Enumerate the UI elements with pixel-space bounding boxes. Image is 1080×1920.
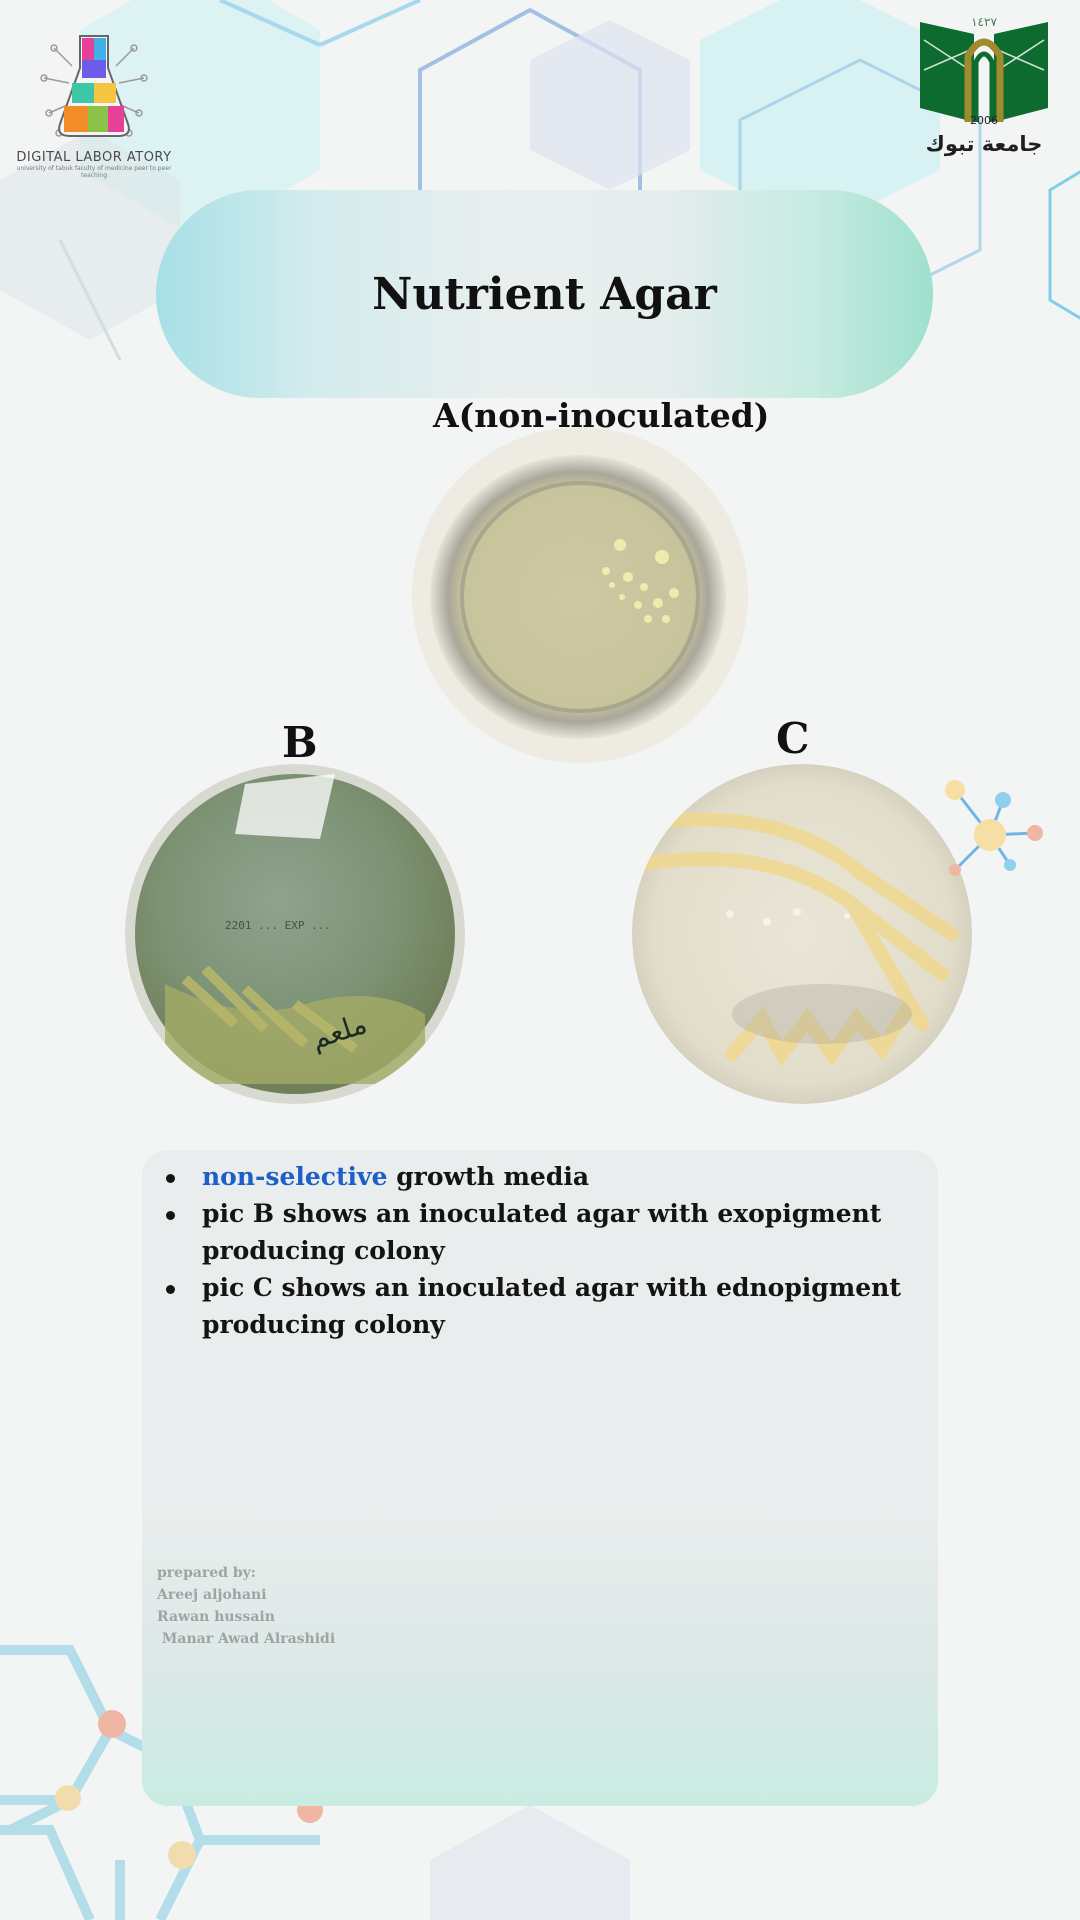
- info-card: non-selective growth media pic B shows a…: [142, 1150, 938, 1806]
- digital-laboratory-logo: DIGITAL LABOR ATORY university of tabuk …: [14, 28, 174, 179]
- plate-a-image: [410, 427, 750, 763]
- plate-b-image: 2201 ... EXP ... ملعم: [125, 764, 465, 1104]
- highlight-term: non-selective: [202, 1162, 388, 1191]
- bullet-list: non-selective growth media pic B shows a…: [142, 1150, 938, 1343]
- bullet-1-text: growth media: [387, 1162, 590, 1191]
- bullet-icon: [166, 1174, 175, 1183]
- page-title: Nutrient Agar: [372, 268, 717, 320]
- university-name: جامعة تبوك: [925, 132, 1043, 156]
- credit-name: Areej aljohani: [157, 1587, 267, 1603]
- bullet-3-text: pic C shows an inoculated agar with edno…: [202, 1273, 901, 1339]
- lab-subtitle: university of tabuk faculty of medicine …: [16, 165, 172, 179]
- credit-name: Rawan hussain: [157, 1609, 275, 1625]
- credit-name: Manar Awad Alrashidi: [157, 1631, 336, 1647]
- molecule-icon: [945, 780, 1043, 876]
- plate-c-image: [632, 764, 972, 1104]
- bullet-item-2: pic B shows an inoculated agar with exop…: [166, 1195, 918, 1269]
- bullet-icon: [166, 1285, 175, 1294]
- bullet-icon: [166, 1211, 175, 1220]
- plate-b-print: 2201 ... EXP ...: [225, 919, 331, 932]
- credits-heading: prepared by:: [157, 1565, 256, 1581]
- plate-b-label: B: [282, 718, 318, 767]
- plate-c-label: C: [776, 714, 810, 763]
- bullet-2-text: pic B shows an inoculated agar with exop…: [202, 1199, 882, 1265]
- university-emblem-icon: ١٤٢٧ 2006: [920, 15, 1048, 127]
- university-logo: ١٤٢٧ 2006 جامعة تبوك: [916, 10, 1052, 160]
- flask-circuit-icon: [40, 35, 148, 137]
- title-banner: Nutrient Agar: [156, 190, 933, 398]
- credits: prepared by: Areej aljohani Rawan hussai…: [157, 1562, 335, 1650]
- year-gregorian: 2006: [970, 114, 998, 127]
- lab-name: DIGITAL LABOR ATORY: [16, 150, 172, 165]
- bullet-item-1: non-selective growth media: [166, 1158, 918, 1195]
- year-hijri: ١٤٢٧: [971, 15, 997, 29]
- bullet-item-3: pic C shows an inoculated agar with edno…: [166, 1269, 918, 1343]
